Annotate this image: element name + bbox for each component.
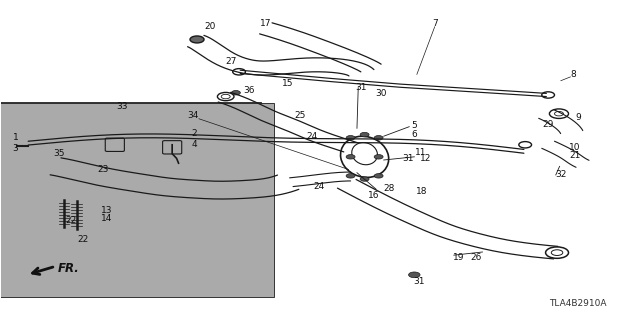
Circle shape bbox=[408, 272, 420, 278]
Circle shape bbox=[41, 175, 47, 179]
Circle shape bbox=[374, 174, 383, 178]
Text: 31: 31 bbox=[413, 277, 424, 286]
Text: 34: 34 bbox=[187, 111, 198, 120]
Circle shape bbox=[41, 156, 47, 159]
Text: 5: 5 bbox=[412, 121, 417, 130]
Text: 30: 30 bbox=[375, 89, 387, 98]
Circle shape bbox=[76, 165, 82, 169]
Text: 12: 12 bbox=[419, 154, 431, 163]
Text: 27: 27 bbox=[225, 57, 236, 66]
Text: 35: 35 bbox=[53, 149, 65, 158]
Text: 7: 7 bbox=[432, 19, 438, 28]
Text: 14: 14 bbox=[101, 214, 112, 223]
Circle shape bbox=[190, 36, 204, 43]
Text: 36: 36 bbox=[243, 86, 254, 95]
Text: 21: 21 bbox=[569, 151, 580, 160]
Text: 9: 9 bbox=[575, 113, 581, 122]
Text: 31: 31 bbox=[356, 83, 367, 92]
Text: 4: 4 bbox=[191, 140, 197, 148]
Circle shape bbox=[29, 165, 36, 169]
Text: 10: 10 bbox=[569, 143, 580, 152]
Circle shape bbox=[346, 174, 355, 178]
Text: 6: 6 bbox=[412, 130, 417, 139]
Text: 16: 16 bbox=[369, 191, 380, 200]
Text: 20: 20 bbox=[205, 22, 216, 31]
Text: 31: 31 bbox=[402, 154, 413, 163]
Text: 3: 3 bbox=[13, 144, 19, 153]
Text: 19: 19 bbox=[453, 253, 465, 262]
Circle shape bbox=[64, 175, 70, 179]
Text: 22: 22 bbox=[77, 236, 88, 244]
Circle shape bbox=[346, 155, 355, 159]
Text: 32: 32 bbox=[555, 170, 566, 179]
Circle shape bbox=[374, 136, 383, 140]
Circle shape bbox=[374, 155, 383, 159]
Circle shape bbox=[232, 91, 241, 95]
Text: 33: 33 bbox=[116, 101, 128, 111]
Text: 15: 15 bbox=[282, 79, 294, 88]
Circle shape bbox=[108, 142, 121, 148]
Text: 18: 18 bbox=[416, 187, 428, 196]
Text: 25: 25 bbox=[294, 111, 305, 120]
Text: TLA4B2910A: TLA4B2910A bbox=[549, 299, 607, 308]
Text: 29: 29 bbox=[543, 120, 554, 129]
Text: 2: 2 bbox=[191, 129, 197, 138]
FancyBboxPatch shape bbox=[0, 103, 274, 297]
Text: 22: 22 bbox=[66, 216, 77, 225]
Text: 24: 24 bbox=[313, 181, 324, 190]
Circle shape bbox=[346, 136, 355, 140]
Text: 11: 11 bbox=[415, 148, 426, 156]
Text: 28: 28 bbox=[383, 184, 394, 193]
Text: 1: 1 bbox=[13, 133, 19, 142]
Circle shape bbox=[64, 156, 70, 159]
Text: 24: 24 bbox=[307, 132, 318, 141]
Text: 26: 26 bbox=[470, 253, 482, 262]
Text: 17: 17 bbox=[260, 19, 271, 28]
Text: FR.: FR. bbox=[58, 262, 79, 275]
Circle shape bbox=[360, 132, 369, 137]
Text: 23: 23 bbox=[98, 165, 109, 174]
FancyBboxPatch shape bbox=[0, 102, 261, 296]
Circle shape bbox=[360, 177, 369, 181]
Text: 13: 13 bbox=[100, 206, 112, 215]
Text: 8: 8 bbox=[571, 70, 577, 79]
